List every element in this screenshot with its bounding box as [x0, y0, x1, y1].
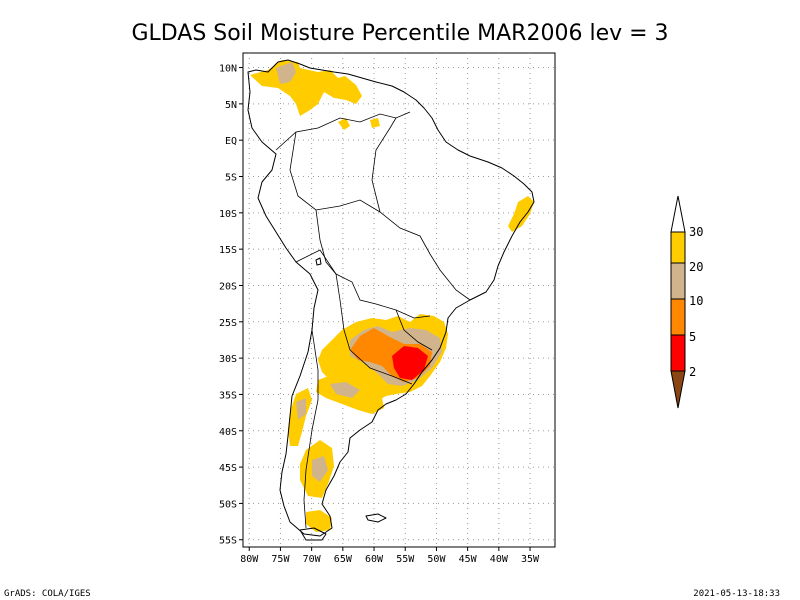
latitude-labels: 10N 5N EQ 5S 10S 15S 20S 25S 30S 35S 40S 45S 50S 55S [219, 64, 243, 547]
lat-tick-label: 45S [219, 463, 237, 474]
map-title: GLDAS Soil Moisture Percentile MAR2006 l… [131, 21, 668, 46]
shade-yellow-north-2 [338, 118, 350, 130]
colorbar-label-20: 20 [689, 260, 703, 274]
lon-tick-label: 80W [240, 554, 259, 565]
coastline [247, 59, 535, 537]
shade-yellow-ne-brazil [508, 196, 534, 232]
lat-tick-label: 25S [219, 318, 237, 329]
lat-tick-label: 10N [219, 64, 237, 75]
percentile-shading [250, 60, 534, 532]
shade-red-south [392, 346, 428, 380]
longitude-labels: 80W 75W 70W 65W 60W 55W 50W 45W 40W 35W [240, 547, 540, 565]
lat-tick-label: 5S [225, 173, 237, 184]
colorbar-bin-2-5 [670, 334, 686, 372]
lat-tick-label: 30S [219, 354, 237, 365]
colorbar-cap-top [670, 195, 686, 233]
lon-tick-label: 50W [427, 554, 446, 565]
shade-tan-chile [296, 398, 306, 420]
colorbar-label-10: 10 [689, 294, 703, 308]
lon-tick-label: 65W [334, 554, 353, 565]
colorbar-label-5: 5 [689, 330, 696, 344]
lat-tick-label: 15S [219, 245, 237, 256]
lon-tick-label: 55W [396, 554, 415, 565]
lat-tick-label: 55S [219, 536, 237, 547]
colorbar-label-2: 2 [689, 365, 696, 379]
lon-tick-label: 70W [303, 554, 322, 565]
lon-tick-label: 60W [365, 554, 384, 565]
country-borders [275, 111, 471, 529]
map-plot-area [242, 52, 556, 548]
island-falklands [365, 513, 387, 523]
shade-tan-central-arg [330, 382, 360, 398]
footer-timestamp: 2021-05-13-18:33 [693, 589, 780, 599]
lat-tick-label: 35S [219, 390, 237, 401]
colorbar-bin-5-10 [670, 298, 686, 336]
lon-tick-label: 40W [490, 554, 509, 565]
shade-tan-patagonia [312, 456, 328, 482]
colorbar-bin-20-30 [670, 231, 686, 264]
shade-tan-north [276, 62, 296, 84]
colorbar-cap-bottom [670, 370, 686, 409]
plot-frame [242, 52, 556, 548]
lat-tick-label: 20S [219, 281, 237, 292]
lat-tick-label: EQ [225, 136, 237, 147]
lat-tick-label: 10S [219, 209, 237, 220]
lon-tick-label: 45W [459, 554, 478, 565]
shade-yellow-south-tip [306, 510, 332, 532]
lake-titicaca [315, 257, 322, 266]
colorbar: 30 20 10 5 2 [670, 195, 703, 409]
lon-tick-label: 35W [521, 554, 540, 565]
lat-tick-label: 50S [219, 499, 237, 510]
colorbar-bin-10-20 [670, 262, 686, 300]
colorbar-label-30: 30 [689, 225, 703, 239]
lon-tick-label: 75W [271, 554, 290, 565]
lat-tick-label: 5N [225, 100, 237, 111]
shade-yellow-north-3 [370, 118, 380, 128]
lat-tick-label: 40S [219, 427, 237, 438]
island-tierra-del-fuego [299, 527, 327, 541]
footer-credit: GrADS: COLA/IGES [4, 589, 91, 599]
